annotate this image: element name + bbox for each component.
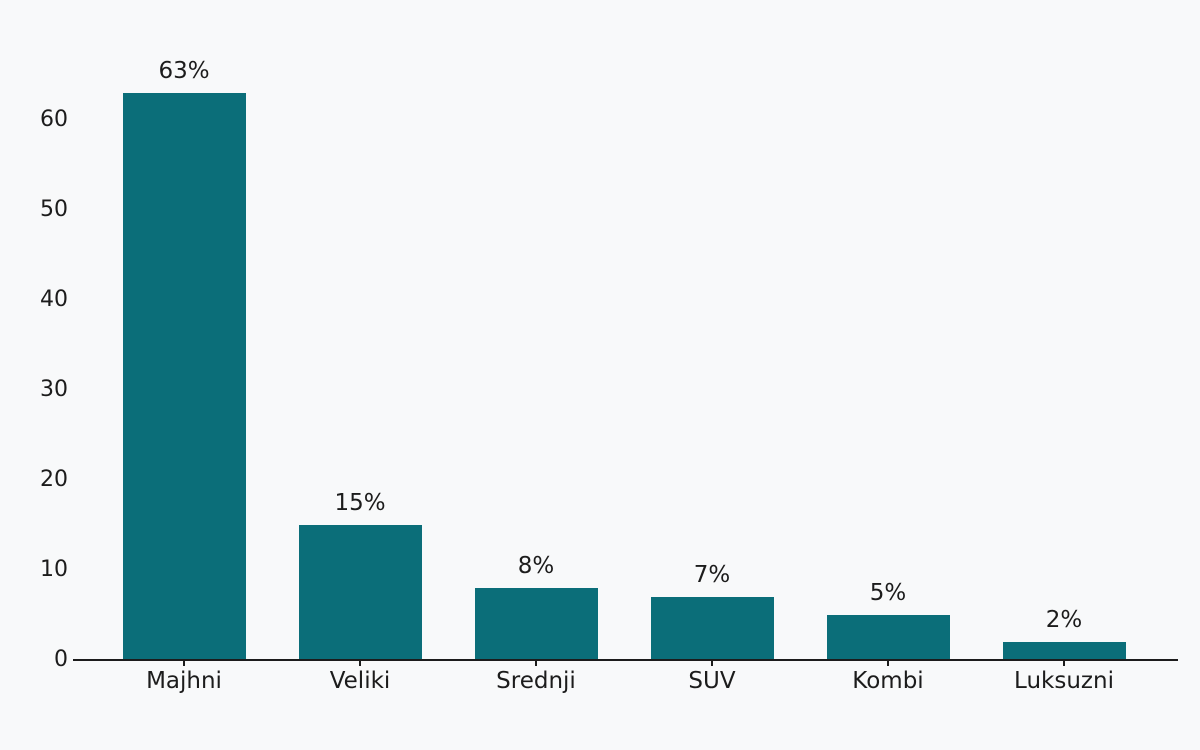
x-tick-mark xyxy=(535,660,537,666)
x-category-label: SUV xyxy=(688,668,736,694)
bar-value-label: 5% xyxy=(869,580,907,606)
bar-kombi xyxy=(826,615,950,659)
x-axis-line xyxy=(73,659,1178,661)
bar-srednji xyxy=(474,588,598,659)
x-category-label: Veliki xyxy=(329,668,391,694)
x-category-label: Luksuzni xyxy=(1014,668,1114,694)
x-category-label: Kombi xyxy=(852,668,924,694)
y-tick-label: 20 xyxy=(40,467,68,492)
bar-value-label: 2% xyxy=(1045,607,1083,633)
bar-value-label: 7% xyxy=(693,562,731,588)
y-tick-label: 40 xyxy=(40,287,68,312)
bar-luksuzni xyxy=(1002,642,1126,659)
x-tick-mark xyxy=(359,660,361,666)
bar-value-label: 8% xyxy=(517,553,555,579)
bar-value-label: 15% xyxy=(334,490,386,516)
bar-suv xyxy=(650,597,774,659)
x-tick-mark xyxy=(183,660,185,666)
x-tick-mark xyxy=(711,660,713,666)
x-tick-mark xyxy=(887,660,889,666)
y-tick-label: 10 xyxy=(40,557,68,582)
bar-veliki xyxy=(298,525,422,659)
x-category-label: Srednji xyxy=(496,668,576,694)
bar-value-label: 63% xyxy=(158,58,210,84)
bar-majhni xyxy=(122,93,246,659)
y-tick-label: 30 xyxy=(40,377,68,402)
y-tick-label: 60 xyxy=(40,107,68,132)
x-category-label: Majhni xyxy=(146,668,222,694)
y-tick-label: 0 xyxy=(54,647,68,672)
y-tick-label: 50 xyxy=(40,197,68,222)
x-tick-mark xyxy=(1063,660,1065,666)
